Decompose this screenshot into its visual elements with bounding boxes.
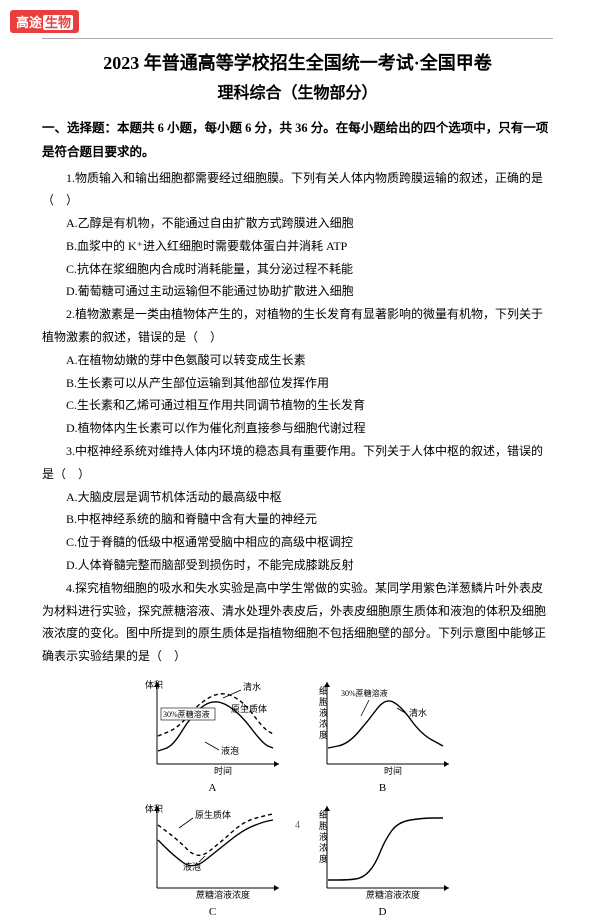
svg-text:30%蔗糖溶液: 30%蔗糖溶液	[341, 688, 388, 698]
q1-opt-c: C.抗体在浆细胞内合成时消耗能量，其分泌过程不耗能	[42, 258, 553, 281]
brand-badge: 高途生物	[10, 10, 79, 33]
svg-text:液泡: 液泡	[183, 861, 201, 872]
q2-opt-d: D.植物体内生长素可以作为催化剂直接参与细胞代谢过程	[42, 417, 553, 440]
svg-text:时间: 时间	[213, 765, 231, 776]
section-heading: 一、选择题：本题共 6 小题，每小题 6 分，共 36 分。在每小题给出的四个选…	[42, 117, 553, 165]
q1-opt-a: A.乙醇是有机物，不能通过自由扩散方式跨膜进入细胞	[42, 212, 553, 235]
svg-text:度: 度	[319, 853, 328, 864]
q2-stem: 2.植物激素是一类由植物体产生的，对植物的生长发育有显著影响的微量有机物，下列关…	[42, 303, 553, 349]
q2-opt-a: A.在植物幼嫩的芽中色氨酸可以转变成生长素	[42, 349, 553, 372]
page-subtitle: 理科综合（生物部分）	[42, 79, 553, 103]
top-rule	[42, 38, 553, 39]
figure-d-label: D	[308, 906, 458, 918]
page-number: 4	[0, 820, 595, 831]
svg-text:清水: 清水	[243, 681, 261, 692]
svg-text:液: 液	[319, 707, 328, 718]
svg-text:原生质体: 原生质体	[231, 703, 267, 714]
svg-text:体积: 体积	[145, 803, 163, 814]
svg-text:细: 细	[319, 685, 328, 696]
chart-d: 蔗糖溶液浓度细胞液浓度	[313, 800, 453, 900]
svg-text:原生质体: 原生质体	[195, 809, 231, 820]
q3-opt-b: B.中枢神经系统的脑和脊髓中含有大量的神经元	[42, 508, 553, 531]
svg-text:液泡: 液泡	[221, 745, 239, 756]
svg-text:浓: 浓	[319, 843, 328, 853]
svg-text:时间: 时间	[383, 765, 401, 776]
figure-a-label: A	[138, 782, 288, 794]
page-title: 2023 年普通高等学校招生全国统一考试·全国甲卷	[42, 49, 553, 75]
svg-text:浓: 浓	[319, 719, 328, 729]
svg-text:30%蔗糖溶液: 30%蔗糖溶液	[163, 709, 210, 719]
svg-text:细: 细	[319, 809, 328, 820]
q3-opt-d: D.人体脊髓完整而脑部受到损伤时，不能完成膝跳反射	[42, 554, 553, 577]
svg-text:度: 度	[319, 729, 328, 740]
figure-b: 时间 细胞液浓度 30%蔗糖溶液清水 B	[308, 676, 458, 794]
q1-opt-b: B.血浆中的 K⁺进入红细胞时需要载体蛋白并消耗 ATP	[42, 235, 553, 258]
figure-d: 蔗糖溶液浓度细胞液浓度 D	[308, 800, 458, 918]
svg-text:体积: 体积	[145, 679, 163, 690]
figure-b-label: B	[308, 782, 458, 794]
q2-opt-c: C.生长素和乙烯可通过相互作用共同调节植物的生长发育	[42, 394, 553, 417]
q1-opt-d: D.葡萄糖可通过主动运输但不能通过协助扩散进入细胞	[42, 280, 553, 303]
svg-text:蔗糖溶液浓度: 蔗糖溶液浓度	[195, 889, 249, 900]
svg-text:胞: 胞	[319, 696, 328, 707]
svg-text:蔗糖溶液浓度: 蔗糖溶液浓度	[365, 889, 419, 900]
q2-opt-b: B.生长素可以从产生部位运输到其他部位发挥作用	[42, 372, 553, 395]
q1-stem: 1.物质输入和输出细胞都需要经过细胞膜。下列有关人体内物质跨膜运输的叙述，正确的…	[42, 167, 553, 213]
q3-opt-c: C.位于脊髓的低级中枢通常受脑中相应的高级中枢调控	[42, 531, 553, 554]
figure-c-label: C	[138, 906, 288, 918]
figure-grid: 时间体积清水原生质体30%蔗糖溶液液泡 A 时间细胞液浓度30%蔗糖溶液清水 B…	[138, 676, 458, 918]
chart-a: 时间 体积 清水原生质体 30%蔗糖溶液液泡	[143, 676, 283, 776]
svg-text:清水: 清水	[409, 707, 427, 718]
q4-stem: 4.探究植物细胞的吸水和失水实验是高中学生常做的实验。某同学用紫色洋葱鳞片叶外表…	[42, 577, 553, 668]
q3-stem: 3.中枢神经系统对维持人体内环境的稳态具有重要作用。下列关于人体中枢的叙述，错误…	[42, 440, 553, 486]
figure-a: 时间 体积 清水原生质体 30%蔗糖溶液液泡 A	[138, 676, 288, 794]
brand-right: 生物	[43, 15, 73, 30]
figure-c: 蔗糖溶液浓度 体积原生质体液泡 C	[138, 800, 288, 918]
chart-c: 蔗糖溶液浓度 体积原生质体液泡	[143, 800, 283, 900]
q3-opt-a: A.大脑皮层是调节机体活动的最高级中枢	[42, 486, 553, 509]
chart-b: 时间 细胞液浓度 30%蔗糖溶液清水	[313, 676, 453, 776]
brand-left: 高途	[16, 15, 42, 30]
